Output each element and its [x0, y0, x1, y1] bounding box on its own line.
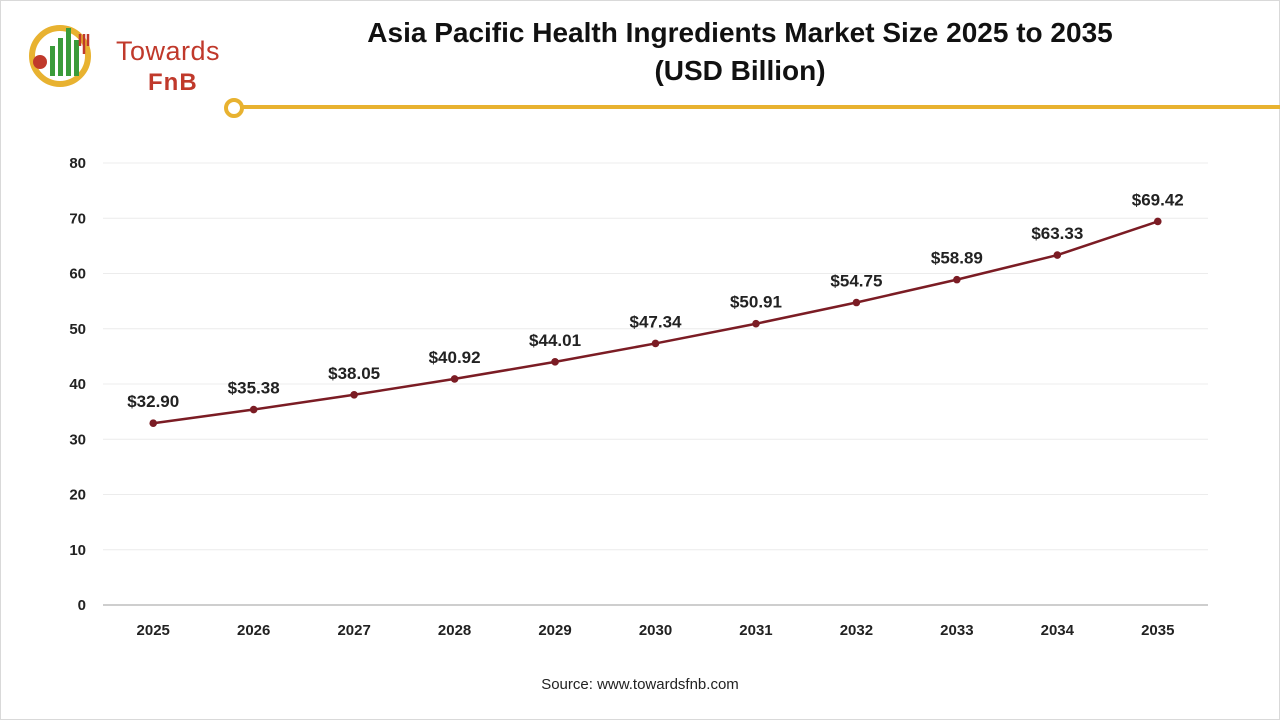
y-tick-label: 50	[69, 321, 86, 338]
x-tick-label: 2025	[137, 622, 170, 639]
x-tick-label: 2034	[1041, 622, 1075, 639]
logo-text-fnb: FnB	[148, 69, 198, 96]
x-tick-label: 2029	[538, 622, 571, 639]
data-label: $38.05	[328, 364, 380, 383]
data-labels: $32.90 $35.38 $38.05 $40.92 $44.01 $47.34 $50.…	[127, 190, 1184, 411]
series-group	[149, 217, 1162, 428]
towards-fnb-logo: Towards FnB	[20, 14, 221, 96]
x-tick-label: 2026	[237, 622, 270, 639]
data-label: $47.34	[630, 312, 683, 331]
y-axis-ticks: 0 10 20 30 40 50 60 70 80	[69, 155, 86, 614]
y-tick-label: 20	[69, 487, 86, 504]
data-point	[249, 405, 258, 414]
data-point	[651, 339, 660, 348]
x-tick-label: 2030	[639, 622, 672, 639]
chart-title-line2: (USD Billion)	[654, 55, 826, 86]
logo-icon	[29, 25, 91, 87]
data-point	[551, 358, 559, 366]
header-rule	[240, 105, 1280, 109]
data-label: $58.89	[931, 249, 983, 268]
y-tick-label: 60	[69, 266, 86, 283]
y-tick-label: 70	[69, 210, 86, 227]
x-tick-label: 2027	[337, 622, 370, 639]
data-point	[350, 390, 358, 399]
chart-title-line1: Asia Pacific Health Ingredients Market S…	[367, 17, 1113, 48]
data-point	[953, 275, 961, 284]
data-point	[450, 375, 459, 383]
source-note: Source: www.towardsfnb.com	[541, 676, 739, 693]
logo-text-towards: Towards	[116, 36, 221, 66]
chart-title: Asia Pacific Health Ingredients Market S…	[300, 14, 1180, 90]
data-label: $54.75	[830, 272, 882, 291]
data-label: $40.92	[429, 348, 481, 367]
data-point	[1153, 217, 1162, 226]
x-tick-label: 2033	[940, 622, 973, 639]
data-label: $44.01	[529, 331, 581, 350]
data-point	[1053, 251, 1062, 259]
x-tick-label: 2031	[739, 622, 772, 639]
x-axis-ticks: 2025 2026 2027 2028 2029 2030 2031 2032 2033 2034…	[137, 622, 1175, 639]
y-tick-label: 10	[69, 542, 86, 559]
data-label: $69.42	[1132, 190, 1184, 209]
data-label: $50.91	[730, 293, 782, 312]
x-tick-label: 2032	[840, 622, 873, 639]
data-point	[149, 419, 158, 428]
data-label: $32.90	[127, 392, 179, 411]
data-label: $63.33	[1031, 224, 1083, 243]
data-point	[852, 298, 861, 307]
grid-lines	[103, 162, 1208, 606]
x-tick-label: 2035	[1141, 622, 1174, 639]
y-tick-label: 80	[69, 155, 86, 172]
y-tick-label: 0	[78, 597, 86, 614]
x-tick-label: 2028	[438, 622, 471, 639]
y-tick-label: 40	[69, 376, 86, 393]
data-point	[752, 319, 760, 328]
y-tick-label: 30	[69, 431, 86, 448]
data-label: $35.38	[228, 379, 280, 398]
